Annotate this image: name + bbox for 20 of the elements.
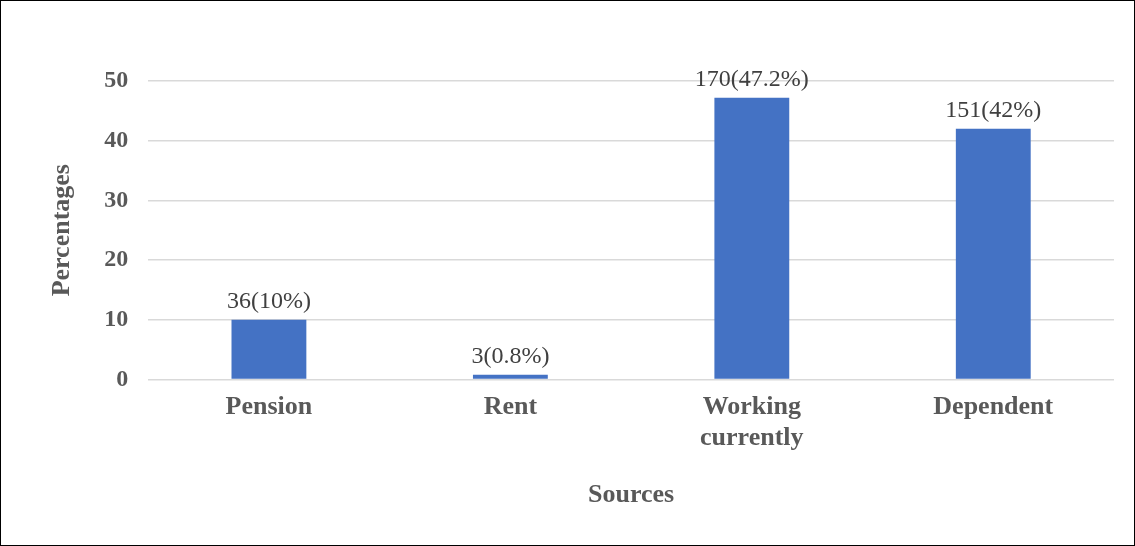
x-tick-label: Working currently: [700, 390, 804, 451]
x-tick-label: Pension: [225, 390, 313, 420]
data-label: 170(47.2%): [694, 65, 809, 92]
y-tick-label: 0: [116, 364, 129, 391]
y-tick-label: 10: [104, 304, 129, 331]
y-tick-label: 40: [104, 125, 129, 152]
data-label: 3(0.8%): [471, 341, 550, 368]
bar: [955, 128, 1031, 379]
y-tick-label: 20: [104, 245, 129, 272]
y-axis-title: Percentages: [46, 164, 76, 297]
data-label: 36(10%): [226, 287, 311, 314]
x-tick-label: Rent: [483, 390, 538, 420]
bar: [714, 97, 790, 379]
data-label: 151(42%): [945, 96, 1042, 123]
bar: [231, 319, 307, 379]
x-axis-title: Sources: [588, 479, 675, 509]
x-tick-label: Dependent: [933, 390, 1054, 420]
y-tick-label: 30: [104, 185, 129, 212]
bar: [472, 374, 548, 379]
y-tick-label: 50: [104, 66, 129, 93]
